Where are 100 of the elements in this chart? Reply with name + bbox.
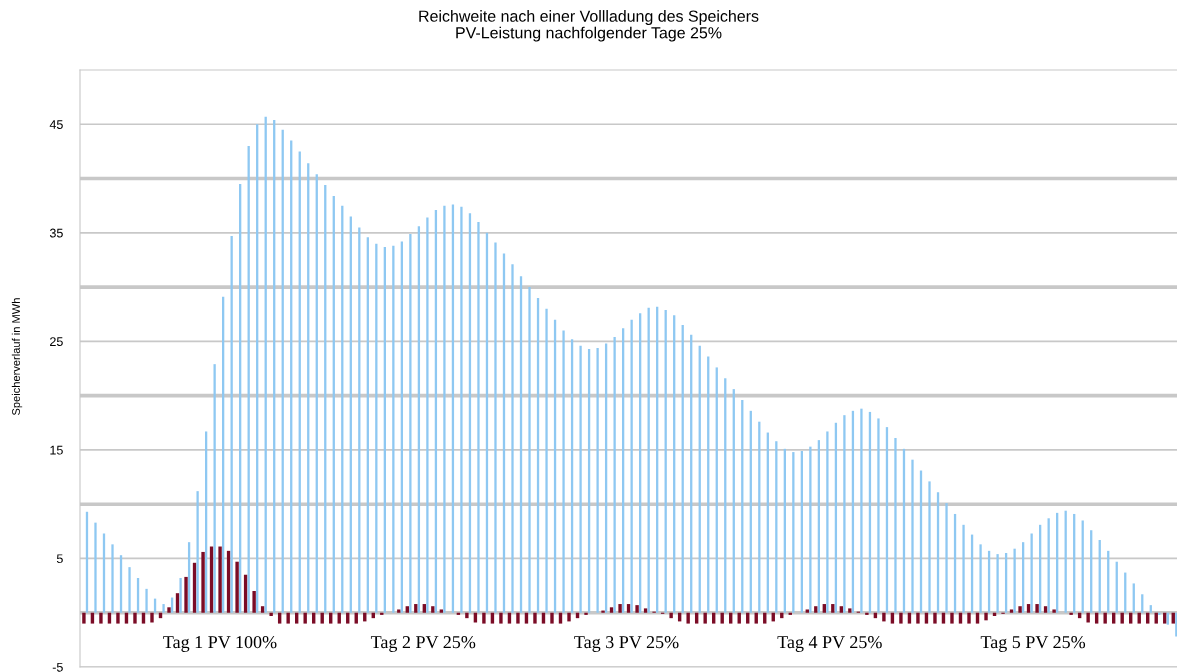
bar (162, 604, 165, 613)
annotation: Tag 1 PV 100% (163, 636, 277, 652)
bar (1103, 612, 1107, 624)
bar (831, 604, 835, 613)
bar (703, 612, 707, 624)
bar (477, 221, 480, 613)
bar (1132, 583, 1135, 613)
bar (1175, 612, 1177, 637)
bar (809, 446, 812, 613)
bar (431, 606, 435, 613)
bar (984, 612, 988, 621)
bar (601, 610, 605, 613)
annotation: Tag 5 PV 25% (980, 636, 1086, 652)
bar (1030, 533, 1033, 613)
bar (618, 604, 622, 613)
bar (392, 245, 395, 613)
bar (814, 606, 818, 613)
annotation: Tag 3 PV 25% (574, 636, 679, 652)
bar (167, 607, 171, 613)
bar (822, 604, 827, 613)
annotation: Tag 4 PV 25% (777, 636, 882, 652)
bar (443, 205, 446, 613)
bar (494, 242, 497, 613)
bar (499, 612, 503, 624)
bar (405, 606, 410, 613)
bar (826, 431, 829, 613)
bar (1141, 594, 1144, 613)
y-tick-label: 5 (56, 554, 63, 564)
bar (1009, 609, 1014, 613)
bar (460, 206, 463, 613)
bar (218, 546, 222, 613)
bar (184, 576, 188, 613)
bar (179, 577, 182, 613)
bar (967, 612, 971, 624)
bar (414, 604, 418, 613)
bar (613, 337, 616, 613)
bar (1026, 604, 1031, 613)
bar (579, 345, 582, 613)
bar (720, 612, 724, 624)
bar (465, 612, 469, 619)
bar (235, 561, 239, 613)
bar (979, 544, 982, 613)
bar (128, 567, 131, 613)
y-tick-label: 25 (50, 337, 63, 347)
bar (848, 608, 852, 613)
y-axis-title: Speicherverlauf in MWh (11, 298, 23, 416)
y-tick-label: 15 (50, 445, 63, 455)
bar (916, 612, 920, 624)
y-tick-label: -5 (52, 662, 63, 672)
bar (899, 612, 903, 624)
bar (584, 612, 588, 615)
bar (635, 605, 639, 613)
bar (286, 612, 290, 624)
bar (950, 612, 954, 624)
bar (150, 612, 154, 623)
bar (596, 347, 599, 613)
bar (609, 607, 614, 613)
bar (1069, 612, 1073, 615)
bar (175, 593, 180, 613)
annotation: Tag 2 PV 25% (370, 636, 476, 652)
bar (928, 481, 931, 613)
bar (669, 612, 673, 619)
bar (252, 591, 256, 613)
bar (643, 608, 648, 613)
bar (196, 491, 199, 613)
bar (1018, 606, 1022, 613)
bar (260, 606, 265, 613)
bar (933, 612, 937, 624)
bar (894, 437, 897, 613)
bar (877, 418, 880, 613)
bar (843, 415, 846, 613)
chart-title: Reichweite nach einer Vollladung des Speichers PV-Leistung nachfolgender Tage 25% (419, 10, 759, 42)
bar (839, 606, 844, 613)
y-tick-label: 35 (49, 228, 63, 238)
bar (860, 408, 863, 613)
bar (996, 554, 999, 613)
bar (626, 604, 631, 613)
bar (1013, 548, 1016, 613)
bar (533, 612, 537, 624)
bar (686, 612, 690, 624)
bar (426, 217, 429, 613)
bar (962, 524, 965, 613)
bar (545, 308, 548, 613)
bar (213, 364, 216, 613)
bar (111, 544, 114, 613)
bar (516, 612, 520, 624)
bar (945, 503, 948, 613)
bar (439, 609, 444, 613)
bar (567, 612, 571, 622)
bar (269, 612, 273, 616)
bar (99, 612, 103, 624)
bar (1086, 612, 1090, 623)
bar (133, 612, 137, 624)
bar (1052, 609, 1056, 613)
bar (303, 612, 307, 624)
bar (562, 330, 565, 613)
bar (550, 612, 554, 624)
bar (630, 319, 633, 613)
bar (1043, 606, 1048, 613)
bar (116, 612, 120, 624)
